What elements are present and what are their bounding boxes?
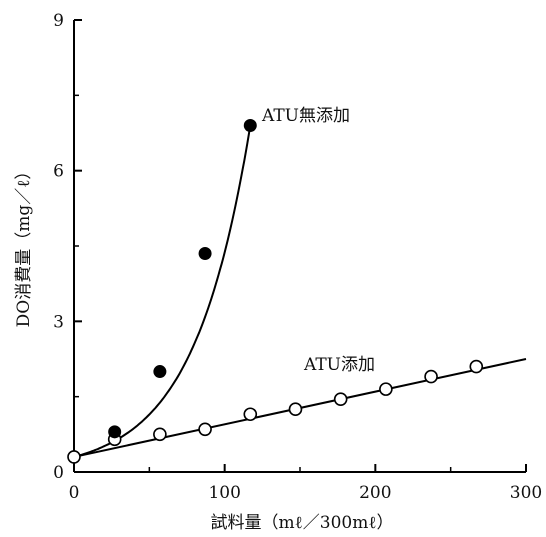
- series-label-atu-free: ATU無添加: [261, 106, 350, 126]
- x-tick-label: 100: [208, 483, 240, 503]
- data-point-atu-added: [243, 407, 258, 422]
- data-point-atu-free: [198, 247, 212, 261]
- labels: ATU無添加 ATU添加 試料量（mℓ／300mℓ） DO消費量（mg／ℓ）: [14, 106, 393, 533]
- fit-curve-atu-free: [73, 125, 252, 458]
- x-tick-label: 200: [359, 483, 391, 503]
- data-point-atu-added: [288, 402, 303, 417]
- y-tick-label: 9: [53, 11, 64, 31]
- y-tick-label: 0: [53, 463, 64, 483]
- data-point-atu-added: [198, 422, 212, 437]
- data-point-atu-added: [67, 450, 81, 464]
- y-axis-label: DO消費量（mg／ℓ）: [14, 163, 34, 328]
- series-label-atu-added: ATU添加: [303, 355, 375, 375]
- data-point-atu-added: [469, 359, 484, 374]
- data-point-atu-added: [379, 382, 393, 396]
- data-point-atu-added: [333, 392, 348, 406]
- axes: 0 100 200 300 0 3 6 9: [53, 11, 542, 503]
- data-points: [67, 118, 484, 464]
- data-point-atu-free: [153, 365, 167, 379]
- data-point-atu-added: [424, 369, 438, 384]
- data-point-atu-free: [243, 118, 257, 132]
- y-tick-label: 6: [53, 162, 64, 182]
- data-point-atu-added: [153, 427, 167, 442]
- x-tick-label: 0: [69, 483, 80, 503]
- x-tick-label: 300: [510, 483, 542, 503]
- data-point-atu-free: [108, 425, 122, 439]
- y-tick-label: 3: [53, 312, 64, 332]
- x-axis-label: 試料量（mℓ／300mℓ）: [211, 513, 394, 533]
